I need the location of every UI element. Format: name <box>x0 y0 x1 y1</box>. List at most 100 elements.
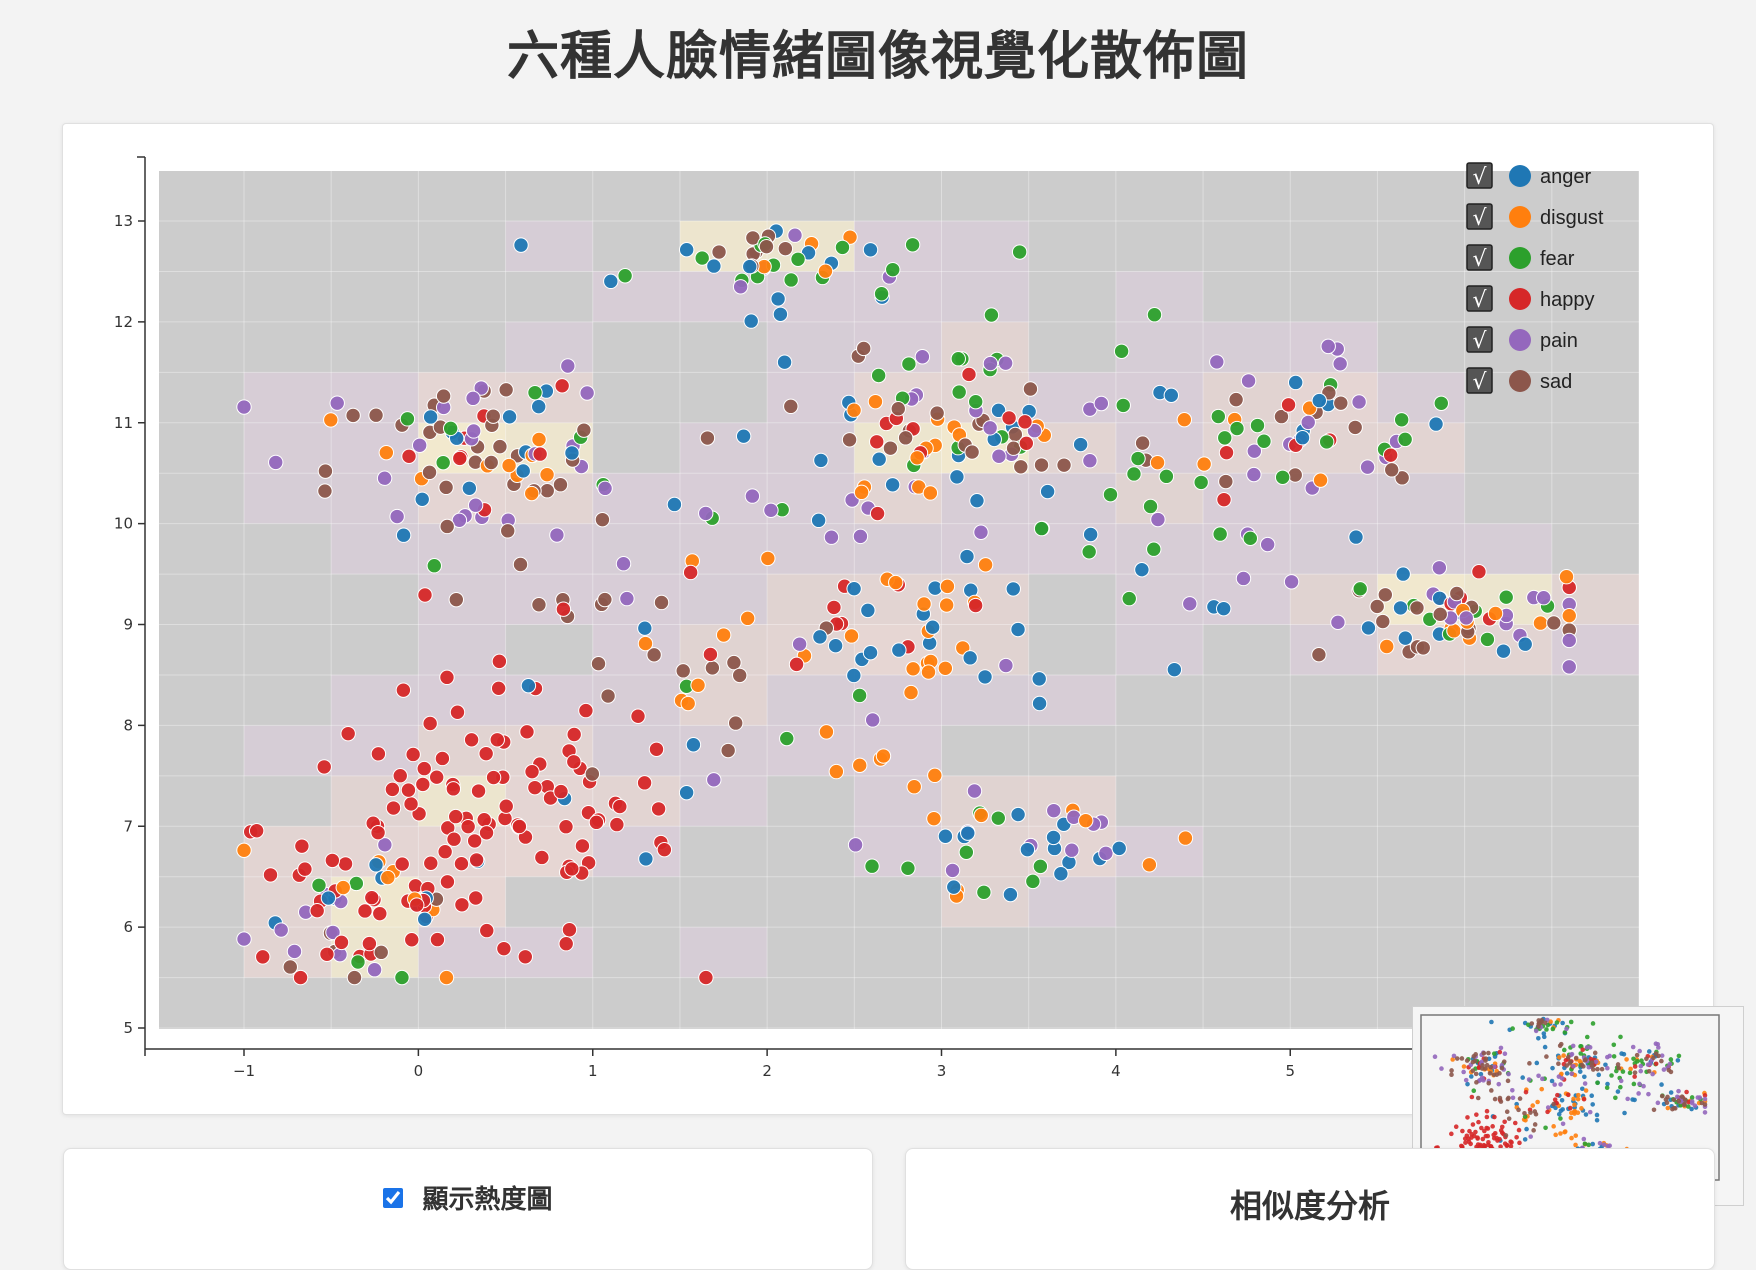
point-sad[interactable] <box>552 477 569 493</box>
point-disgust[interactable] <box>938 597 955 613</box>
point-happy[interactable] <box>496 940 512 957</box>
point-pain[interactable] <box>1093 395 1110 412</box>
point-pain[interactable] <box>236 931 252 947</box>
point-disgust[interactable] <box>378 444 395 461</box>
point-pain[interactable] <box>744 488 761 504</box>
point-happy[interactable] <box>532 446 548 462</box>
point-anger[interactable] <box>1397 630 1414 646</box>
point-anger[interactable] <box>946 879 962 895</box>
point-pain[interactable] <box>706 772 722 788</box>
point-pain[interactable] <box>1240 373 1257 389</box>
point-pain[interactable] <box>560 358 576 374</box>
point-disgust[interactable] <box>539 466 555 483</box>
point-anger[interactable] <box>862 644 879 661</box>
point-anger[interactable] <box>368 857 384 873</box>
point-anger[interactable] <box>1287 374 1304 391</box>
point-anger[interactable] <box>320 890 337 906</box>
legend-item-disgust[interactable]: √ disgust <box>1466 203 1604 231</box>
point-happy[interactable] <box>648 741 665 757</box>
point-disgust[interactable] <box>937 660 954 676</box>
point-sad[interactable] <box>421 464 438 481</box>
point-disgust[interactable] <box>637 635 654 652</box>
point-anger[interactable] <box>969 492 985 509</box>
point-happy[interactable] <box>452 450 468 467</box>
point-sad[interactable] <box>597 591 613 608</box>
point-anger[interactable] <box>812 629 828 645</box>
point-fear[interactable] <box>851 687 868 704</box>
point-happy[interactable] <box>392 768 408 784</box>
point-happy[interactable] <box>448 808 464 825</box>
point-disgust[interactable] <box>842 229 858 245</box>
legend-item-sad[interactable]: √ sad <box>1466 367 1572 395</box>
point-fear[interactable] <box>1210 408 1227 425</box>
point-anger[interactable] <box>603 273 619 290</box>
point-sad[interactable] <box>439 518 455 535</box>
point-fear[interactable] <box>1318 434 1335 450</box>
point-sad[interactable] <box>438 479 454 496</box>
point-anger[interactable] <box>1517 636 1533 652</box>
point-sad[interactable] <box>646 647 662 663</box>
point-happy[interactable] <box>262 867 279 883</box>
point-anger[interactable] <box>776 354 793 370</box>
point-pain[interactable] <box>236 399 252 415</box>
point-sad[interactable] <box>282 959 298 975</box>
point-pain[interactable] <box>864 712 881 728</box>
point-pain[interactable] <box>1330 614 1346 631</box>
point-happy[interactable] <box>404 932 420 948</box>
point-disgust[interactable] <box>828 763 845 780</box>
point-anger[interactable] <box>962 650 978 666</box>
point-disgust[interactable] <box>524 485 540 502</box>
point-disgust[interactable] <box>846 402 862 418</box>
point-happy[interactable] <box>609 816 625 833</box>
point-anger[interactable] <box>1392 600 1409 616</box>
point-happy[interactable] <box>416 760 432 777</box>
point-sad[interactable] <box>1056 457 1072 473</box>
point-sad[interactable] <box>964 444 980 460</box>
point-disgust[interactable] <box>920 664 937 680</box>
point-fear[interactable] <box>1393 412 1410 428</box>
point-happy[interactable] <box>478 745 494 762</box>
point-anger[interactable] <box>637 620 653 636</box>
point-fear[interactable] <box>1011 244 1028 260</box>
point-anger[interactable] <box>884 477 901 493</box>
point-happy[interactable] <box>437 844 453 860</box>
point-pain[interactable] <box>411 437 428 453</box>
point-fear[interactable] <box>1479 631 1496 648</box>
point-happy[interactable] <box>460 818 476 835</box>
point-happy[interactable] <box>479 922 495 939</box>
point-happy[interactable] <box>428 769 445 785</box>
point-fear[interactable] <box>950 351 966 367</box>
point-fear[interactable] <box>1158 468 1175 485</box>
point-fear[interactable] <box>790 251 806 267</box>
point-anger[interactable] <box>770 291 786 307</box>
legend-item-pain[interactable]: √ pain <box>1466 326 1578 354</box>
point-anger[interactable] <box>678 784 695 801</box>
point-sad[interactable] <box>594 511 611 528</box>
point-anger[interactable] <box>1495 643 1512 659</box>
point-fear[interactable] <box>1249 417 1266 434</box>
point-sad[interactable] <box>897 430 914 446</box>
point-happy[interactable] <box>561 922 578 938</box>
legend-item-anger[interactable]: √ anger <box>1466 162 1591 190</box>
point-fear[interactable] <box>783 272 799 288</box>
point-fear[interactable] <box>901 356 917 372</box>
point-happy[interactable] <box>967 597 984 614</box>
point-anger[interactable] <box>977 669 993 685</box>
point-fear[interactable] <box>1033 520 1050 537</box>
point-disgust[interactable] <box>1149 454 1166 471</box>
point-anger[interactable] <box>871 451 887 467</box>
point-happy[interactable] <box>566 726 582 743</box>
point-happy[interactable] <box>1018 435 1035 452</box>
point-happy[interactable] <box>1001 410 1017 426</box>
point-happy[interactable] <box>439 874 456 890</box>
point-happy[interactable] <box>630 708 646 724</box>
point-sad[interactable] <box>1287 467 1303 483</box>
point-sad[interactable] <box>346 969 363 986</box>
point-disgust[interactable] <box>1196 456 1212 472</box>
point-disgust[interactable] <box>973 807 989 824</box>
point-happy[interactable] <box>476 812 492 828</box>
point-sad[interactable] <box>539 483 555 499</box>
point-fear[interactable] <box>527 384 543 401</box>
point-pain[interactable] <box>944 862 961 879</box>
